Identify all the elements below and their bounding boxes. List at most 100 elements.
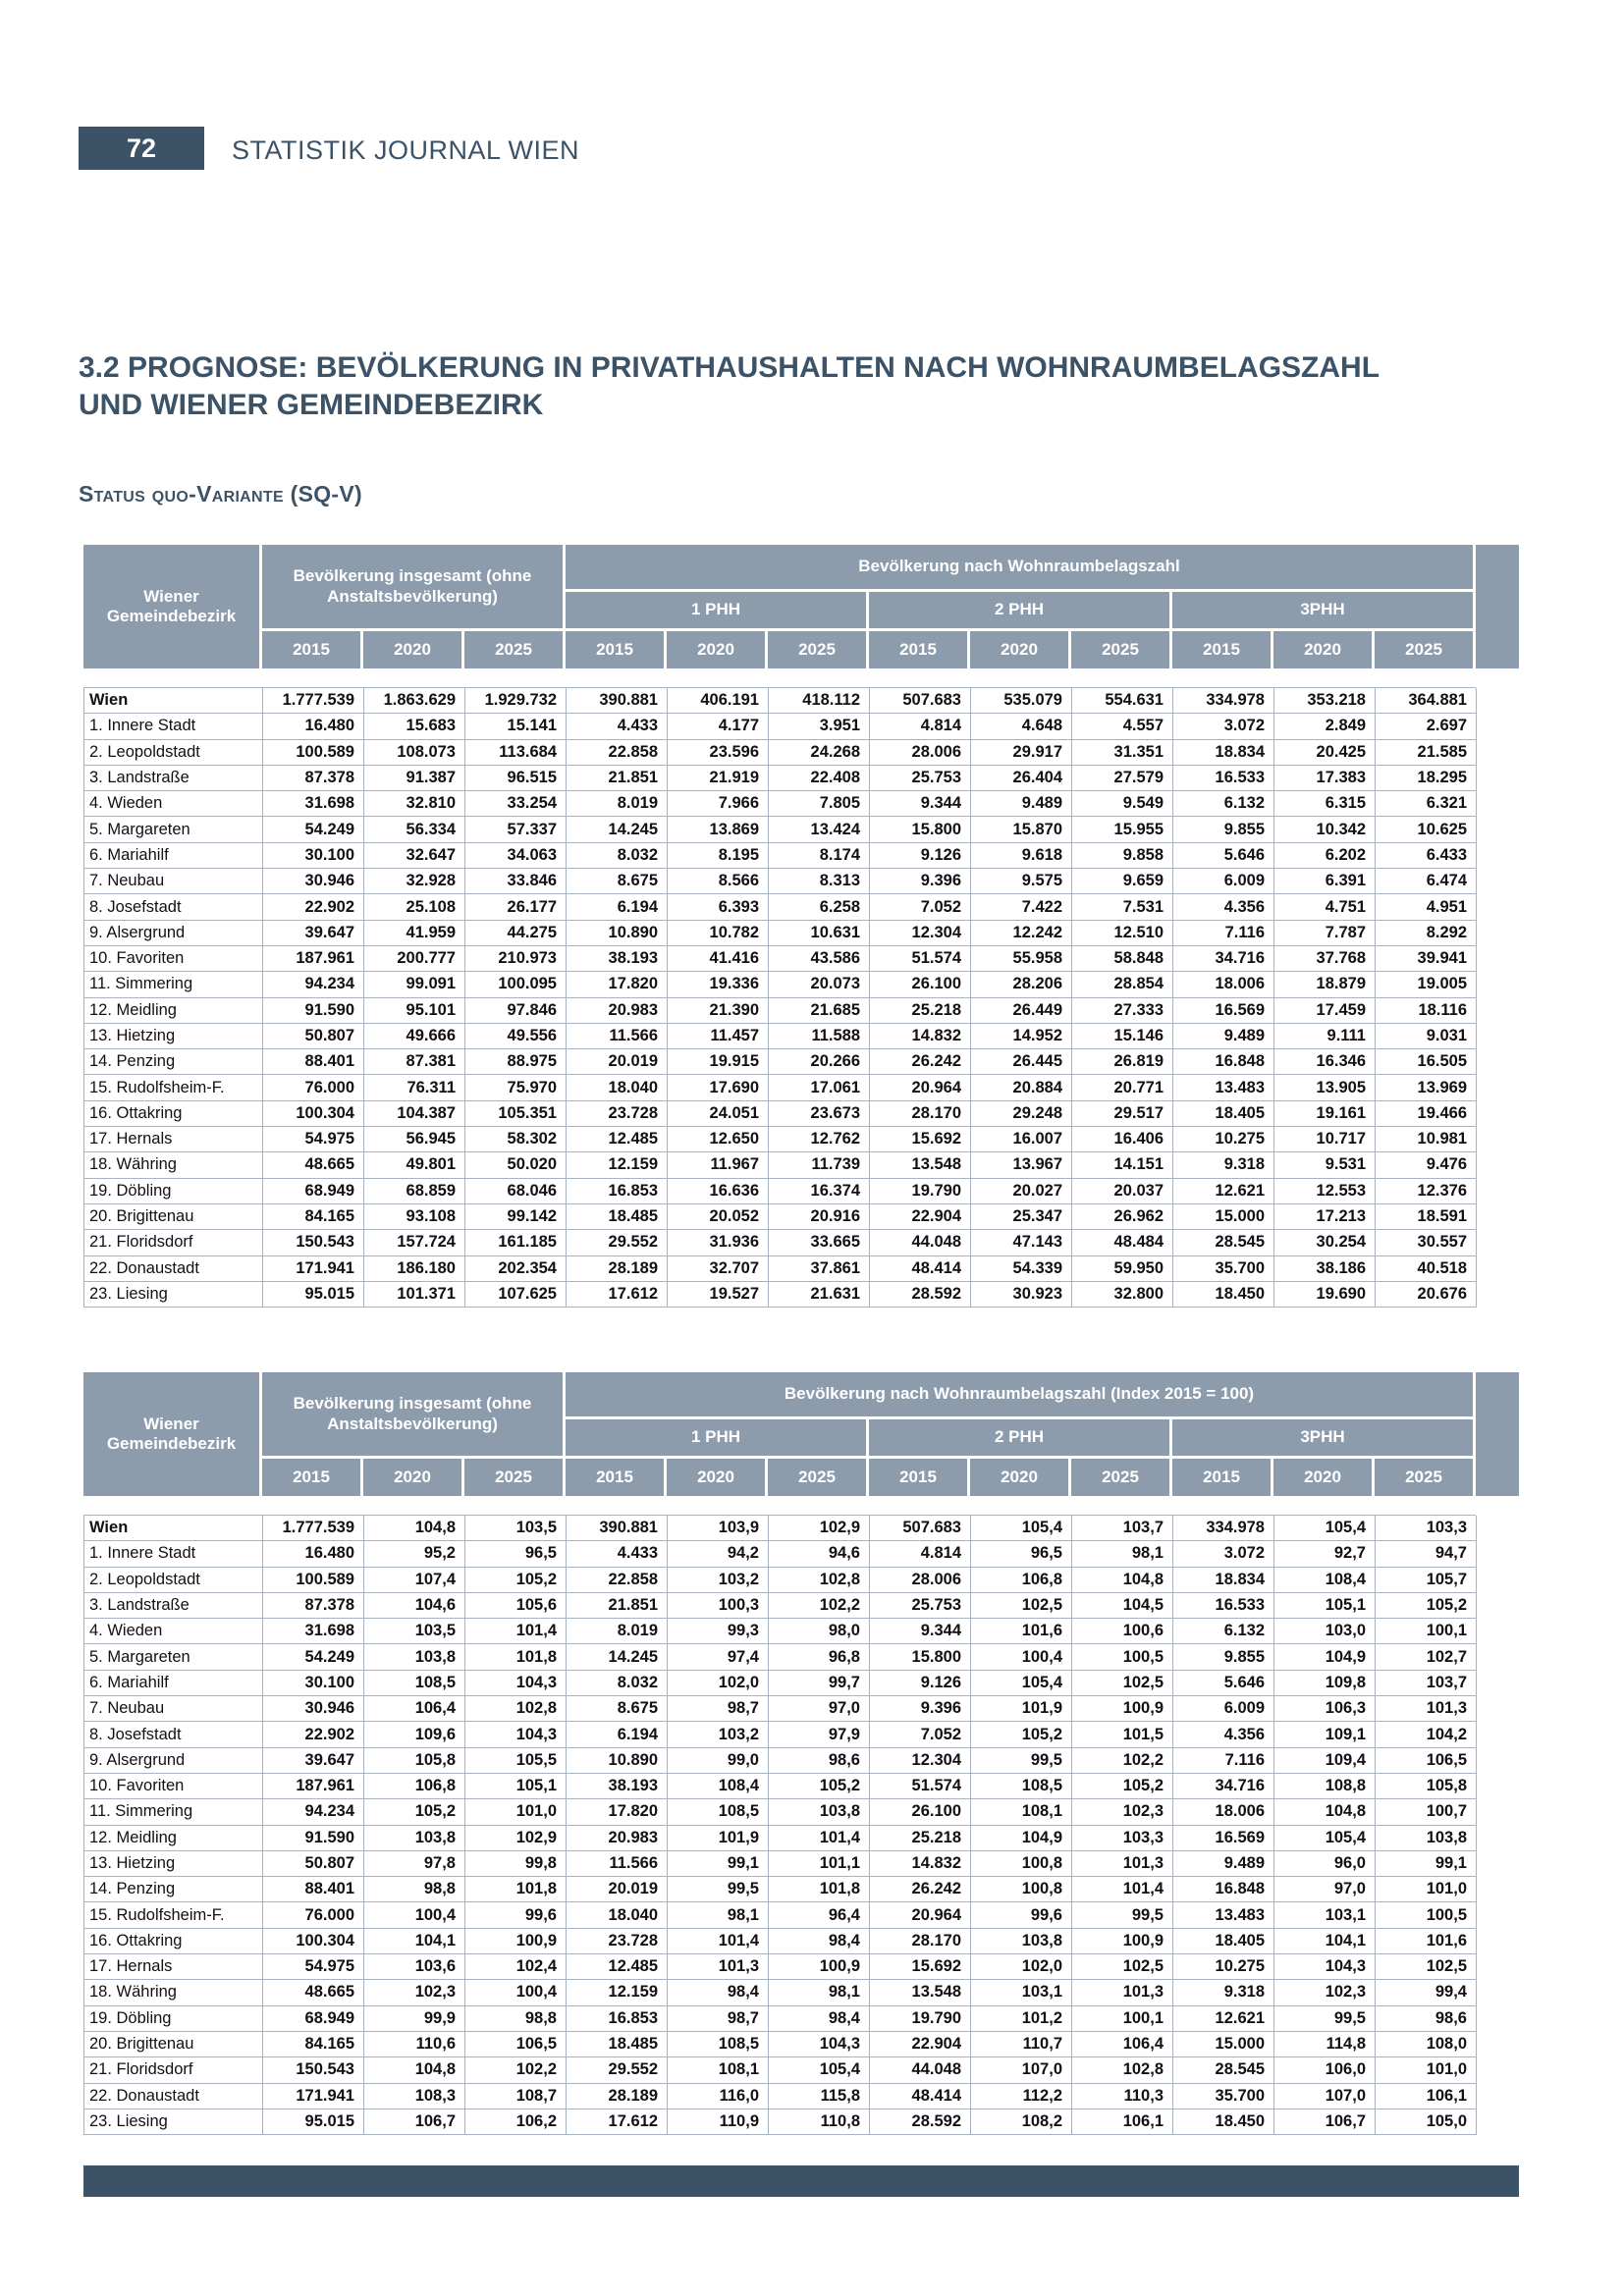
value-cell: 101,0	[1376, 1877, 1477, 1903]
value-cell: 101,4	[668, 1928, 769, 1955]
value-cell: 98,8	[465, 2005, 567, 2032]
value-cell: 105,4	[1274, 1516, 1376, 1542]
value-cell: 96,0	[1274, 1850, 1376, 1878]
value-cell: 10.717	[1274, 1127, 1376, 1153]
value-cell: 99,3	[668, 1619, 769, 1645]
value-cell: 150.543	[263, 1230, 364, 1256]
value-cell: 100,6	[1072, 1619, 1173, 1645]
district-cell: 22. Donaustadt	[84, 1255, 263, 1282]
value-cell: 40.518	[1376, 1255, 1477, 1282]
value-cell: 100.304	[263, 1100, 364, 1128]
district-cell: 4. Wieden	[84, 791, 263, 818]
year-header: 2025	[768, 631, 866, 668]
year-header: 2015	[1172, 1459, 1271, 1496]
value-cell: 16.569	[1173, 1825, 1274, 1851]
value-cell: 108,2	[971, 2109, 1072, 2136]
phh-group-header: 2 PHH	[869, 592, 1169, 628]
value-cell: 50.807	[263, 1023, 364, 1050]
value-cell: 19.690	[1274, 1281, 1376, 1308]
value-cell: 19.527	[668, 1281, 769, 1308]
value-cell: 109,4	[1274, 1747, 1376, 1774]
value-cell: 171.941	[263, 2083, 364, 2109]
value-cell: 28.006	[870, 1567, 971, 1593]
value-cell: 76.000	[263, 1075, 364, 1101]
value-cell: 22.408	[769, 765, 870, 792]
value-cell: 32.647	[364, 842, 465, 870]
value-cell: 99,5	[1072, 1902, 1173, 1929]
value-cell: 20.983	[567, 997, 668, 1024]
value-cell: 55.958	[971, 945, 1072, 973]
value-cell: 113.684	[465, 739, 567, 766]
value-cell: 20.964	[870, 1902, 971, 1929]
district-cell: 1. Innere Stadt	[84, 1541, 263, 1568]
value-cell: 100.589	[263, 1567, 364, 1593]
value-cell: 99,5	[1274, 2005, 1376, 2032]
value-cell: 186.180	[364, 1255, 465, 1282]
value-cell: 105,1	[465, 1773, 567, 1800]
value-cell: 12.304	[870, 1747, 971, 1774]
value-cell: 51.574	[870, 945, 971, 973]
value-cell: 106,5	[1376, 1747, 1477, 1774]
value-cell: 105,4	[971, 1516, 1072, 1542]
value-cell: 535.079	[971, 688, 1072, 715]
value-cell: 106,8	[364, 1773, 465, 1800]
value-cell: 110,7	[971, 2031, 1072, 2058]
value-cell: 87.378	[263, 1592, 364, 1620]
value-cell: 16.848	[1173, 1049, 1274, 1076]
value-cell: 10.342	[1274, 817, 1376, 843]
value-cell: 30.100	[263, 1670, 364, 1697]
value-cell: 32.707	[668, 1255, 769, 1282]
value-cell: 104,3	[465, 1670, 567, 1697]
value-cell: 18.116	[1376, 997, 1477, 1024]
value-cell: 100,7	[1376, 1799, 1477, 1826]
value-cell: 68.859	[364, 1178, 465, 1204]
value-cell: 12.304	[870, 920, 971, 946]
value-cell: 4.814	[870, 1541, 971, 1568]
value-cell: 6.194	[567, 1722, 668, 1748]
value-cell: 100.589	[263, 739, 364, 766]
value-cell: 19.161	[1274, 1100, 1376, 1128]
value-cell: 104,5	[1072, 1592, 1173, 1620]
value-cell: 4.751	[1274, 894, 1376, 921]
value-cell: 14.245	[567, 817, 668, 843]
value-cell: 1.777.539	[263, 1516, 364, 1542]
value-cell: 7.116	[1173, 920, 1274, 946]
year-header: 2015	[262, 631, 360, 668]
value-cell: 26.242	[870, 1049, 971, 1076]
value-cell: 9.489	[971, 791, 1072, 818]
value-cell: 103,8	[769, 1799, 870, 1826]
value-cell: 13.483	[1173, 1075, 1274, 1101]
value-cell: 103,7	[1376, 1670, 1477, 1697]
value-cell: 25.347	[971, 1203, 1072, 1231]
value-cell: 10.981	[1376, 1127, 1477, 1153]
value-cell: 6.315	[1274, 791, 1376, 818]
value-cell: 187.961	[263, 1773, 364, 1800]
value-cell: 108,4	[1274, 1567, 1376, 1593]
value-cell: 31.936	[668, 1230, 769, 1256]
year-header: 2025	[768, 1459, 866, 1496]
value-cell: 10.782	[668, 920, 769, 946]
district-cell: 12. Meidling	[84, 1825, 263, 1851]
value-cell: 97,4	[668, 1644, 769, 1671]
table-population-index: Wiener Gemeindebezirk Bevölkerung insgesa…	[83, 1372, 1519, 2136]
district-cell: 3. Landstraße	[84, 1592, 263, 1620]
value-cell: 34.063	[465, 842, 567, 870]
value-cell: 25.218	[870, 997, 971, 1024]
value-cell: 14.832	[870, 1023, 971, 1050]
value-cell: 25.108	[364, 894, 465, 921]
value-cell: 92,7	[1274, 1541, 1376, 1568]
value-cell: 16.346	[1274, 1049, 1376, 1076]
value-cell: 44.048	[870, 1230, 971, 1256]
value-cell: 19.790	[870, 1178, 971, 1204]
value-cell: 49.666	[364, 1023, 465, 1050]
value-cell: 103,1	[971, 1980, 1072, 2006]
value-cell: 107,0	[971, 2057, 1072, 2084]
value-cell: 97.846	[465, 997, 567, 1024]
value-cell: 8.313	[769, 869, 870, 895]
value-cell: 102,0	[971, 1954, 1072, 1981]
value-cell: 107,0	[1274, 2083, 1376, 2109]
value-cell: 21.631	[769, 1281, 870, 1308]
district-cell: 5. Margareten	[84, 817, 263, 843]
value-cell: 76.000	[263, 1902, 364, 1929]
value-cell: 91.590	[263, 1825, 364, 1851]
